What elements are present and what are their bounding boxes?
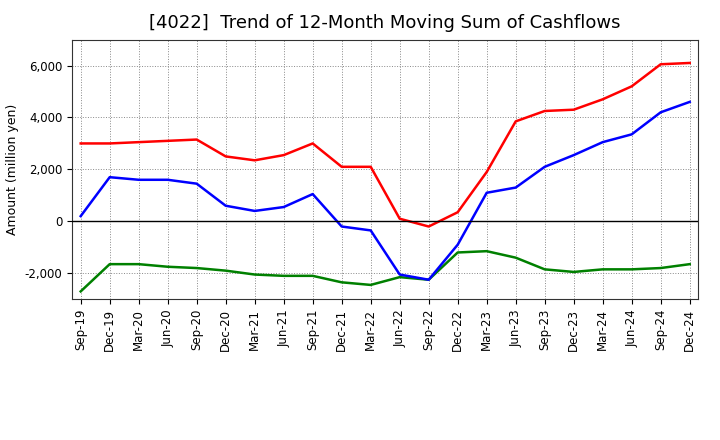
Investing Cashflow bbox=[424, 277, 433, 282]
Investing Cashflow bbox=[395, 275, 404, 280]
Operating Cashflow bbox=[685, 60, 694, 66]
Investing Cashflow bbox=[482, 249, 491, 254]
Free Cashflow bbox=[541, 164, 549, 169]
Operating Cashflow bbox=[511, 119, 520, 124]
Investing Cashflow bbox=[454, 250, 462, 255]
Operating Cashflow bbox=[221, 154, 230, 159]
Operating Cashflow bbox=[163, 138, 172, 143]
Free Cashflow bbox=[598, 139, 607, 145]
Investing Cashflow bbox=[192, 265, 201, 271]
Investing Cashflow bbox=[657, 265, 665, 271]
Free Cashflow bbox=[454, 242, 462, 247]
Free Cashflow bbox=[424, 277, 433, 282]
Investing Cashflow bbox=[251, 272, 259, 277]
Operating Cashflow bbox=[135, 139, 143, 145]
Free Cashflow bbox=[135, 177, 143, 183]
Free Cashflow bbox=[511, 185, 520, 190]
Operating Cashflow bbox=[279, 153, 288, 158]
Free Cashflow bbox=[338, 224, 346, 229]
Operating Cashflow bbox=[482, 169, 491, 175]
Operating Cashflow bbox=[541, 108, 549, 114]
Investing Cashflow bbox=[627, 267, 636, 272]
Line: Free Cashflow: Free Cashflow bbox=[81, 102, 690, 280]
Operating Cashflow bbox=[454, 209, 462, 215]
Operating Cashflow bbox=[76, 141, 85, 146]
Investing Cashflow bbox=[308, 273, 317, 279]
Line: Operating Cashflow: Operating Cashflow bbox=[81, 63, 690, 227]
Free Cashflow bbox=[76, 213, 85, 219]
Free Cashflow bbox=[251, 208, 259, 213]
Free Cashflow bbox=[570, 153, 578, 158]
Operating Cashflow bbox=[338, 164, 346, 169]
Free Cashflow bbox=[482, 190, 491, 195]
Operating Cashflow bbox=[366, 164, 375, 169]
Investing Cashflow bbox=[366, 282, 375, 288]
Operating Cashflow bbox=[251, 158, 259, 163]
Investing Cashflow bbox=[511, 255, 520, 260]
Free Cashflow bbox=[279, 205, 288, 210]
Investing Cashflow bbox=[76, 289, 85, 294]
Line: Investing Cashflow: Investing Cashflow bbox=[81, 251, 690, 291]
Investing Cashflow bbox=[221, 268, 230, 273]
Investing Cashflow bbox=[135, 261, 143, 267]
Free Cashflow bbox=[221, 203, 230, 209]
Free Cashflow bbox=[657, 110, 665, 115]
Free Cashflow bbox=[163, 177, 172, 183]
Free Cashflow bbox=[685, 99, 694, 105]
Investing Cashflow bbox=[598, 267, 607, 272]
Y-axis label: Amount (million yen): Amount (million yen) bbox=[6, 104, 19, 235]
Investing Cashflow bbox=[163, 264, 172, 269]
Operating Cashflow bbox=[598, 97, 607, 102]
Free Cashflow bbox=[192, 181, 201, 186]
Free Cashflow bbox=[308, 191, 317, 197]
Operating Cashflow bbox=[424, 224, 433, 229]
Free Cashflow bbox=[366, 228, 375, 233]
Investing Cashflow bbox=[105, 261, 114, 267]
Operating Cashflow bbox=[105, 141, 114, 146]
Operating Cashflow bbox=[192, 137, 201, 142]
Operating Cashflow bbox=[657, 62, 665, 67]
Operating Cashflow bbox=[308, 141, 317, 146]
Investing Cashflow bbox=[541, 267, 549, 272]
Free Cashflow bbox=[105, 175, 114, 180]
Operating Cashflow bbox=[627, 84, 636, 89]
Title: [4022]  Trend of 12-Month Moving Sum of Cashflows: [4022] Trend of 12-Month Moving Sum of C… bbox=[150, 15, 621, 33]
Investing Cashflow bbox=[338, 280, 346, 285]
Investing Cashflow bbox=[685, 261, 694, 267]
Operating Cashflow bbox=[570, 107, 578, 112]
Operating Cashflow bbox=[395, 216, 404, 221]
Investing Cashflow bbox=[279, 273, 288, 279]
Investing Cashflow bbox=[570, 269, 578, 275]
Free Cashflow bbox=[395, 272, 404, 277]
Free Cashflow bbox=[627, 132, 636, 137]
